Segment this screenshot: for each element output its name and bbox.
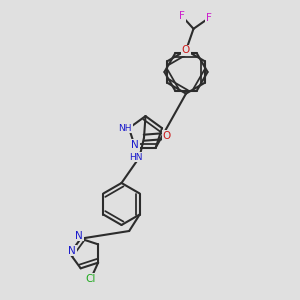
Text: N: N — [75, 231, 83, 241]
Text: F: F — [206, 13, 212, 23]
Text: HN: HN — [129, 153, 143, 162]
Text: N: N — [131, 140, 139, 150]
Text: O: O — [182, 45, 190, 56]
Text: O: O — [162, 131, 171, 141]
Text: Cl: Cl — [85, 274, 96, 284]
Text: N: N — [68, 245, 76, 256]
Text: F: F — [179, 11, 185, 21]
Text: NH: NH — [118, 124, 132, 133]
